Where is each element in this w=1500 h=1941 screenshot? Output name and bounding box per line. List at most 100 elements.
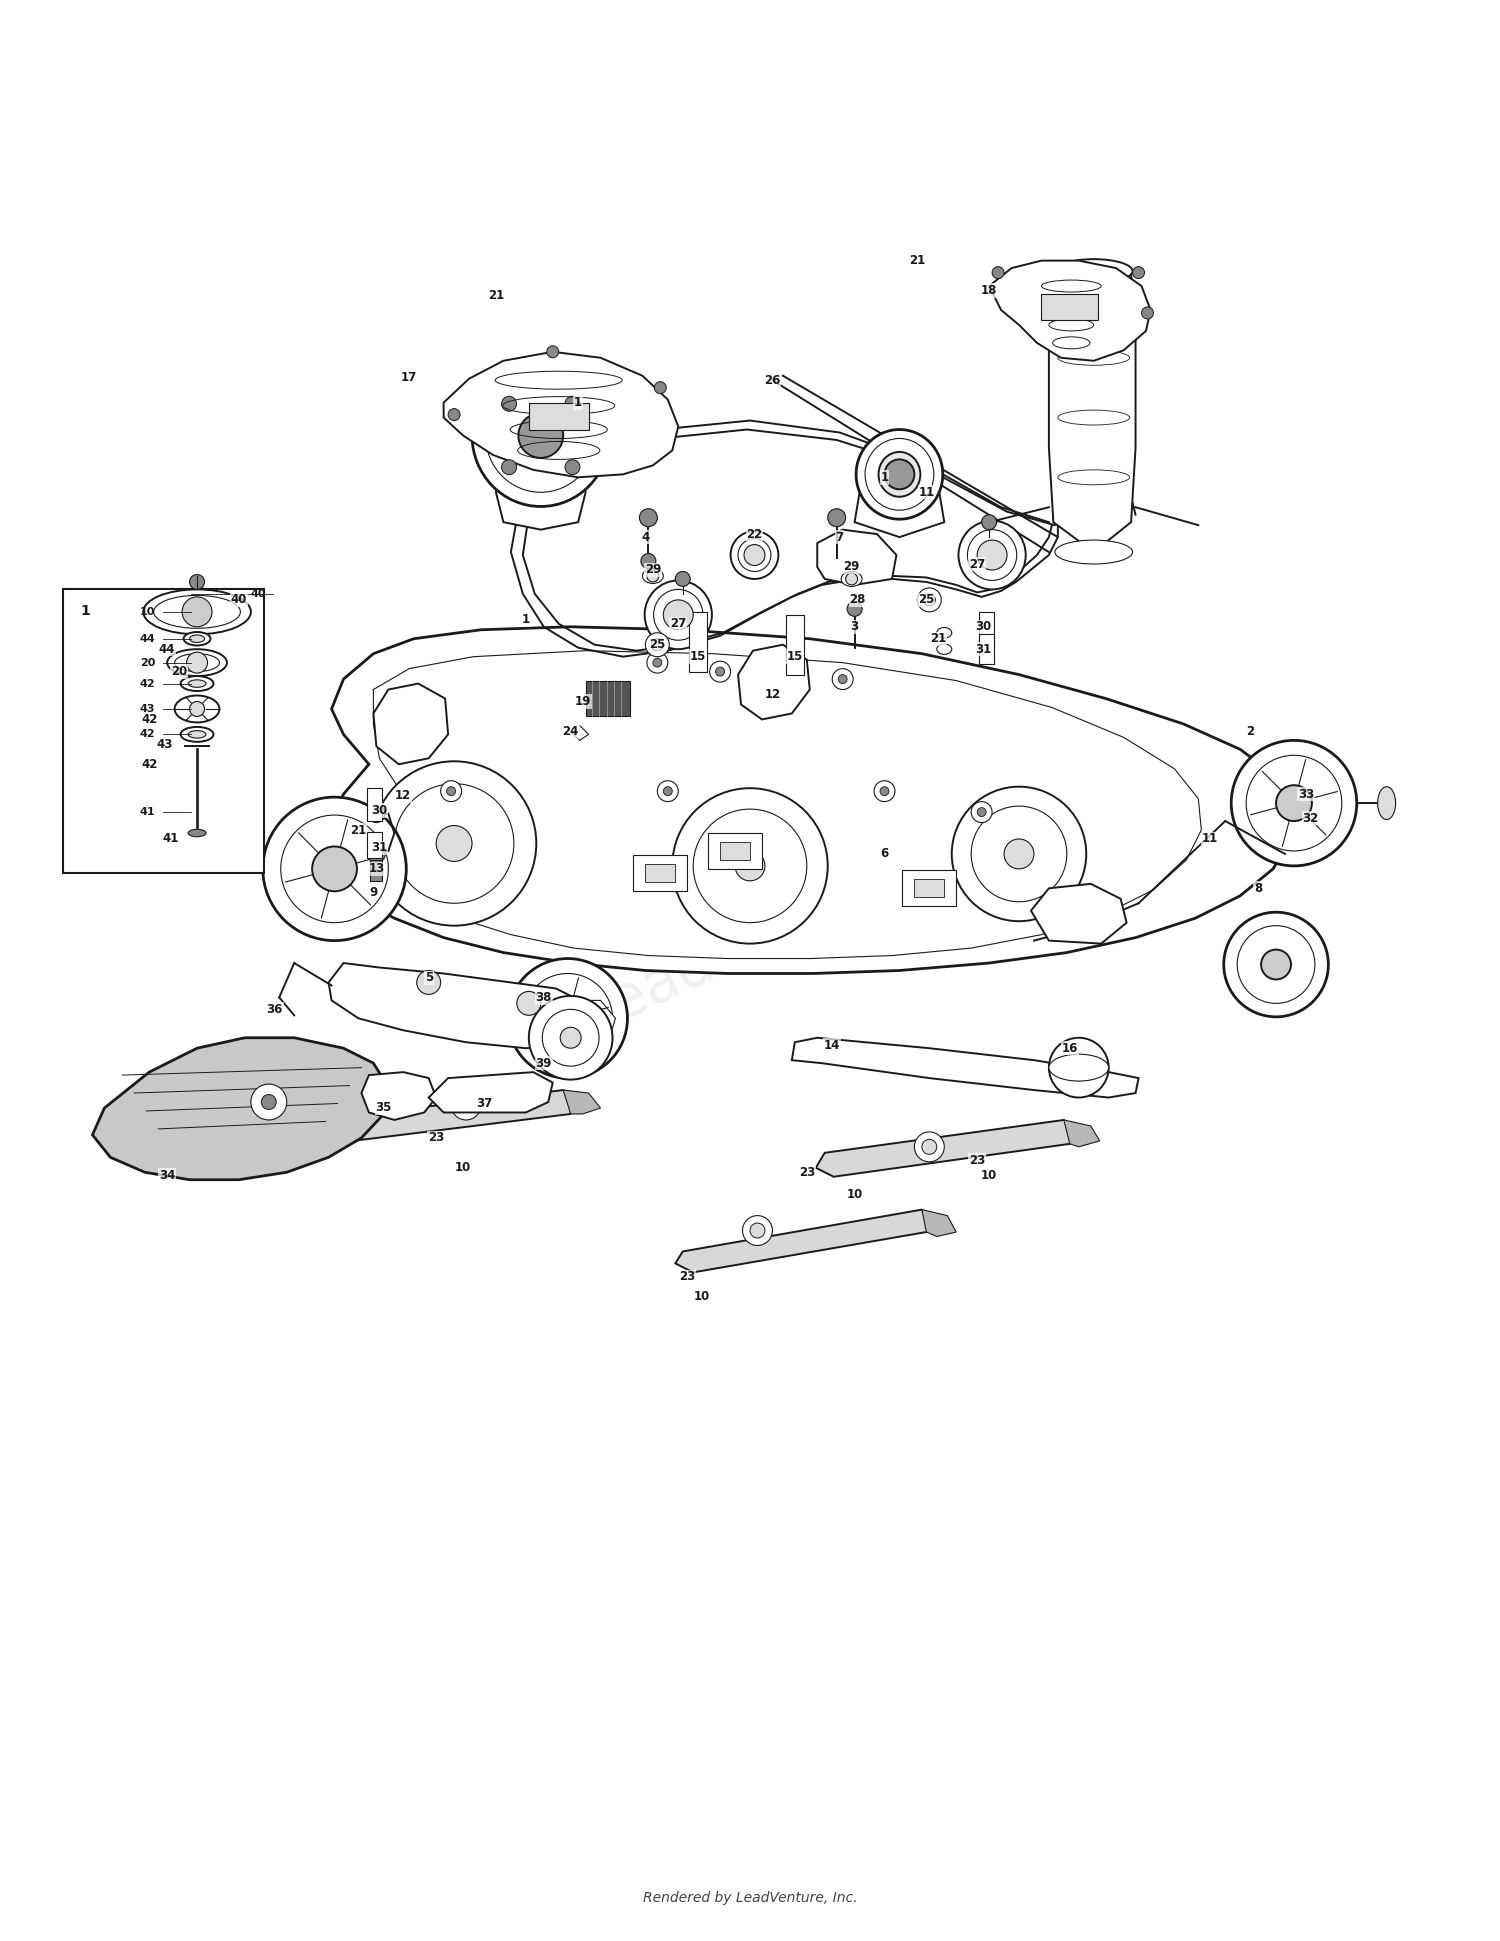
Polygon shape [818, 530, 897, 584]
Ellipse shape [938, 644, 951, 654]
Polygon shape [310, 1091, 582, 1143]
Circle shape [651, 639, 663, 650]
Circle shape [1262, 949, 1292, 980]
Text: 40: 40 [251, 588, 266, 600]
Text: 10: 10 [454, 1161, 471, 1174]
Circle shape [501, 460, 516, 476]
Circle shape [459, 1097, 474, 1112]
Circle shape [560, 1027, 580, 1048]
Circle shape [672, 788, 828, 943]
Text: 13: 13 [369, 862, 384, 875]
Circle shape [654, 382, 666, 394]
Circle shape [880, 786, 890, 796]
Circle shape [918, 588, 942, 611]
Text: 29: 29 [645, 563, 662, 576]
Text: 43: 43 [140, 705, 154, 714]
Circle shape [519, 413, 562, 458]
Text: 24: 24 [562, 724, 579, 738]
Text: 18: 18 [981, 283, 998, 297]
Circle shape [524, 974, 612, 1064]
Text: 38: 38 [536, 992, 552, 1003]
Ellipse shape [1377, 786, 1395, 819]
Ellipse shape [486, 378, 596, 493]
Text: 25: 25 [918, 594, 934, 606]
Circle shape [833, 668, 854, 689]
Ellipse shape [730, 532, 778, 578]
Circle shape [312, 846, 357, 891]
Text: 9: 9 [369, 887, 378, 899]
Ellipse shape [968, 530, 1017, 580]
Text: LeadVenture: LeadVenture [572, 837, 928, 1044]
Text: 3: 3 [850, 621, 858, 633]
Circle shape [675, 571, 690, 586]
Circle shape [924, 594, 936, 606]
Ellipse shape [188, 730, 206, 738]
Text: 10: 10 [846, 1188, 862, 1201]
Circle shape [639, 509, 657, 526]
Polygon shape [429, 1071, 552, 1112]
Circle shape [663, 786, 672, 796]
Circle shape [874, 780, 896, 802]
Text: 31: 31 [975, 642, 992, 656]
Ellipse shape [879, 452, 921, 497]
Circle shape [657, 780, 678, 802]
Text: 11: 11 [1202, 833, 1218, 846]
Text: 42: 42 [140, 679, 154, 689]
Circle shape [839, 675, 848, 683]
Ellipse shape [189, 635, 204, 642]
Circle shape [976, 807, 986, 817]
Circle shape [436, 825, 472, 862]
Text: 33: 33 [1298, 788, 1314, 800]
Text: 23: 23 [798, 1167, 814, 1178]
Polygon shape [444, 351, 678, 477]
Text: 1: 1 [574, 396, 582, 410]
Circle shape [1224, 912, 1329, 1017]
Bar [978, 635, 993, 664]
Text: 44: 44 [159, 642, 176, 656]
Ellipse shape [642, 569, 663, 584]
Circle shape [951, 786, 1086, 922]
Ellipse shape [645, 580, 712, 648]
Text: 21: 21 [909, 254, 926, 268]
Polygon shape [855, 477, 945, 538]
Circle shape [640, 553, 656, 569]
Ellipse shape [188, 679, 206, 687]
Ellipse shape [1048, 1054, 1108, 1081]
Text: 21: 21 [488, 289, 504, 301]
Text: 4: 4 [642, 530, 650, 543]
Text: 42: 42 [141, 757, 158, 771]
Text: 17: 17 [400, 371, 417, 384]
Text: 41: 41 [162, 833, 178, 846]
Circle shape [970, 806, 1066, 903]
Circle shape [368, 844, 386, 864]
Circle shape [417, 970, 441, 994]
Circle shape [441, 780, 462, 802]
Circle shape [251, 1085, 286, 1120]
Text: 32: 32 [1302, 811, 1318, 825]
Ellipse shape [856, 429, 944, 518]
Circle shape [448, 410, 460, 421]
Circle shape [372, 761, 537, 926]
Circle shape [1048, 1038, 1108, 1097]
Circle shape [280, 815, 388, 922]
Polygon shape [93, 1038, 388, 1180]
Text: 42: 42 [141, 712, 158, 726]
Text: 1: 1 [522, 613, 530, 625]
Text: 21: 21 [351, 823, 366, 837]
Text: 2: 2 [1246, 724, 1254, 738]
Text: 21: 21 [930, 633, 946, 644]
Circle shape [645, 633, 669, 656]
Text: 25: 25 [650, 639, 666, 652]
Circle shape [543, 1009, 598, 1066]
Text: 36: 36 [267, 1003, 284, 1015]
Text: 23: 23 [680, 1269, 696, 1283]
Text: 27: 27 [969, 557, 986, 571]
Text: 15: 15 [690, 650, 706, 664]
Circle shape [1246, 755, 1342, 850]
Circle shape [261, 1095, 276, 1110]
Circle shape [186, 652, 207, 674]
Circle shape [922, 1139, 938, 1155]
Bar [786, 615, 804, 675]
Circle shape [710, 662, 730, 681]
Text: 22: 22 [747, 528, 762, 542]
